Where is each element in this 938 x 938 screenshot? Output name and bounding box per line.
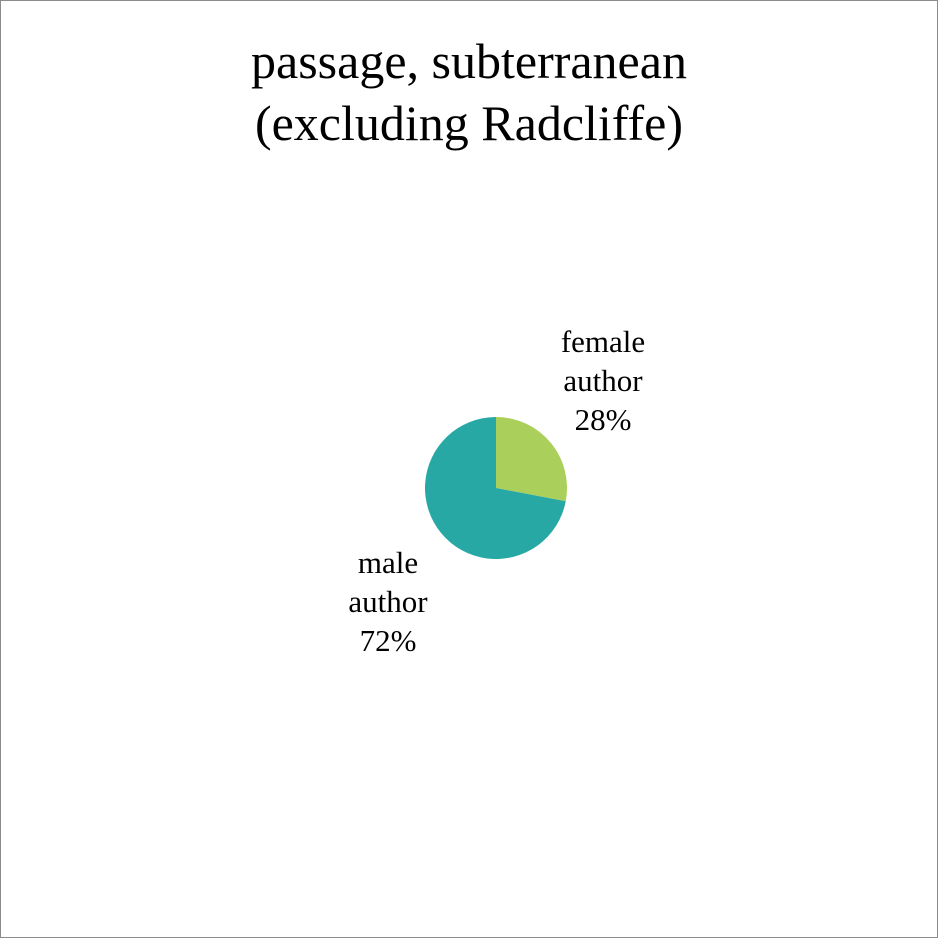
data-label-male-line-1: male [357, 545, 419, 580]
data-label-female: female author 28% [533, 322, 673, 439]
chart-title-line-2: (excluding Radcliffe) [254, 95, 684, 151]
chart-title: passage, subterranean (excluding Radclif… [0, 30, 938, 154]
data-label-male: male author 72% [318, 543, 458, 660]
data-label-female-percent: 28% [574, 402, 632, 437]
data-label-male-percent: 72% [359, 623, 417, 658]
chart-title-line-1: passage, subterranean [251, 33, 687, 89]
data-label-female-line-2: author [563, 363, 643, 398]
data-label-male-line-2: author [348, 584, 428, 619]
pie-slice-male [424, 417, 566, 559]
pie-slices [424, 417, 567, 559]
data-label-female-line-1: female [560, 324, 646, 359]
pie-slice-female [496, 417, 567, 502]
